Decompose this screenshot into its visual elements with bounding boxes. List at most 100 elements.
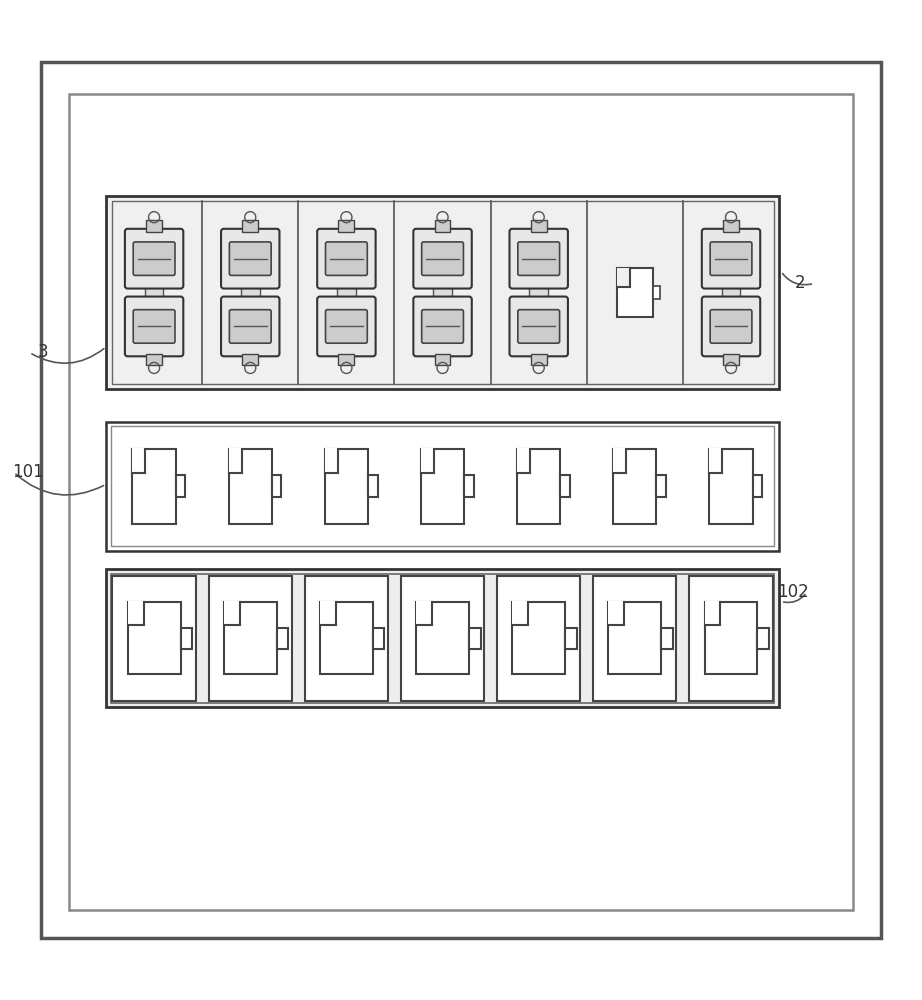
Bar: [127, 601, 144, 625]
Bar: [277, 628, 289, 649]
Bar: [722, 286, 740, 299]
Bar: [181, 628, 192, 649]
Bar: [609, 601, 624, 625]
Bar: [593, 576, 677, 701]
FancyBboxPatch shape: [710, 242, 752, 275]
FancyBboxPatch shape: [325, 310, 367, 343]
Bar: [145, 286, 163, 299]
FancyBboxPatch shape: [221, 297, 279, 356]
Bar: [752, 475, 762, 497]
Bar: [229, 449, 272, 524]
Bar: [241, 286, 259, 299]
Text: 3: 3: [38, 343, 49, 361]
Bar: [224, 602, 277, 674]
FancyBboxPatch shape: [317, 229, 375, 289]
Bar: [565, 628, 577, 649]
Bar: [531, 354, 547, 365]
Bar: [617, 268, 653, 317]
Bar: [272, 475, 281, 497]
FancyBboxPatch shape: [518, 242, 560, 275]
Bar: [723, 220, 739, 232]
FancyBboxPatch shape: [413, 229, 472, 289]
Bar: [464, 475, 474, 497]
Text: 101: 101: [12, 463, 43, 481]
Bar: [147, 354, 162, 365]
Bar: [401, 576, 484, 701]
Bar: [325, 449, 368, 524]
Bar: [723, 354, 739, 365]
Bar: [529, 286, 548, 299]
Bar: [416, 602, 469, 674]
Bar: [709, 448, 722, 473]
FancyBboxPatch shape: [317, 297, 375, 356]
Bar: [320, 601, 336, 625]
Bar: [69, 94, 853, 910]
FancyBboxPatch shape: [702, 229, 761, 289]
FancyBboxPatch shape: [124, 229, 183, 289]
Bar: [372, 628, 384, 649]
Text: 102: 102: [777, 583, 809, 601]
Bar: [133, 449, 176, 524]
FancyBboxPatch shape: [421, 242, 464, 275]
Bar: [416, 601, 432, 625]
Bar: [127, 602, 181, 674]
Bar: [208, 576, 292, 701]
Bar: [176, 475, 185, 497]
Bar: [609, 602, 661, 674]
Bar: [106, 196, 779, 389]
Bar: [305, 576, 388, 701]
Bar: [106, 569, 779, 707]
Bar: [613, 449, 656, 524]
FancyBboxPatch shape: [702, 297, 761, 356]
FancyBboxPatch shape: [325, 242, 367, 275]
Bar: [338, 220, 354, 232]
Bar: [469, 628, 480, 649]
Bar: [338, 354, 354, 365]
Bar: [517, 449, 561, 524]
Bar: [653, 286, 660, 299]
FancyBboxPatch shape: [413, 297, 472, 356]
Bar: [433, 286, 452, 299]
Bar: [434, 354, 451, 365]
Bar: [513, 602, 565, 674]
FancyBboxPatch shape: [133, 242, 175, 275]
Bar: [320, 602, 372, 674]
Bar: [561, 475, 570, 497]
Bar: [513, 601, 528, 625]
FancyBboxPatch shape: [710, 310, 752, 343]
FancyBboxPatch shape: [230, 242, 271, 275]
FancyBboxPatch shape: [510, 297, 568, 356]
Bar: [497, 576, 580, 701]
Bar: [517, 448, 530, 473]
Bar: [111, 574, 774, 703]
Bar: [704, 602, 758, 674]
Bar: [229, 448, 242, 473]
Bar: [147, 220, 162, 232]
Bar: [656, 475, 666, 497]
FancyBboxPatch shape: [510, 229, 568, 289]
Bar: [325, 448, 337, 473]
FancyBboxPatch shape: [221, 229, 279, 289]
Bar: [224, 601, 240, 625]
Bar: [531, 220, 547, 232]
Bar: [242, 354, 258, 365]
Bar: [242, 220, 258, 232]
Bar: [133, 448, 146, 473]
FancyBboxPatch shape: [230, 310, 271, 343]
Bar: [758, 628, 769, 649]
FancyBboxPatch shape: [133, 310, 175, 343]
Bar: [106, 422, 779, 551]
Bar: [704, 601, 720, 625]
Bar: [337, 286, 356, 299]
Bar: [434, 220, 451, 232]
FancyBboxPatch shape: [518, 310, 560, 343]
Bar: [709, 449, 752, 524]
FancyBboxPatch shape: [124, 297, 183, 356]
Bar: [617, 268, 631, 287]
Bar: [613, 448, 626, 473]
Bar: [368, 475, 378, 497]
Bar: [690, 576, 773, 701]
Bar: [112, 576, 195, 701]
Bar: [112, 201, 774, 384]
Text: 2: 2: [795, 274, 806, 292]
